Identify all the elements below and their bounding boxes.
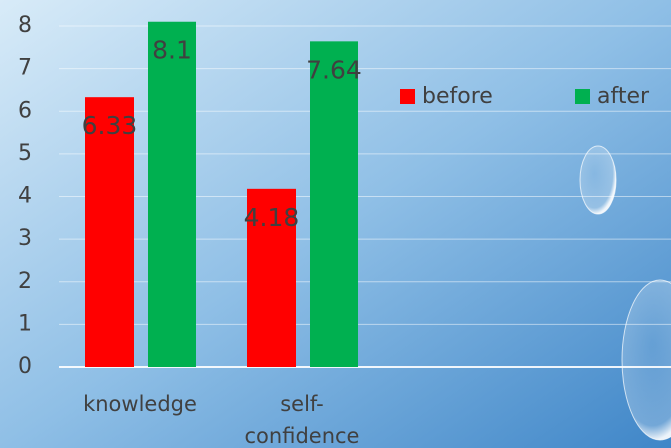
y-tick-label: 8 [18, 13, 32, 38]
y-tick-label: 3 [18, 226, 32, 251]
bar [148, 22, 196, 367]
legend-label: before [422, 84, 493, 109]
y-tick-label: 0 [18, 354, 32, 379]
legend-swatch [400, 89, 415, 104]
chart: 012345678knowledge6.338.1self-confidence… [0, 0, 671, 448]
y-tick-label: 1 [18, 311, 32, 336]
y-tick-label: 2 [18, 269, 32, 294]
legend-label: after [597, 84, 650, 109]
data-label: 4.18 [244, 203, 300, 232]
data-label: 7.64 [306, 55, 362, 84]
bar [310, 41, 358, 367]
y-tick-label: 6 [18, 98, 32, 123]
data-label: 8.1 [152, 36, 192, 65]
x-tick-label: knowledge [83, 392, 197, 416]
page: 012345678knowledge6.338.1self-confidence… [0, 0, 671, 448]
y-tick-label: 4 [18, 184, 32, 209]
y-tick-label: 7 [18, 56, 32, 81]
legend-swatch [575, 89, 590, 104]
data-label: 6.33 [82, 111, 138, 140]
water-drop [580, 146, 616, 214]
y-tick-label: 5 [18, 141, 32, 166]
